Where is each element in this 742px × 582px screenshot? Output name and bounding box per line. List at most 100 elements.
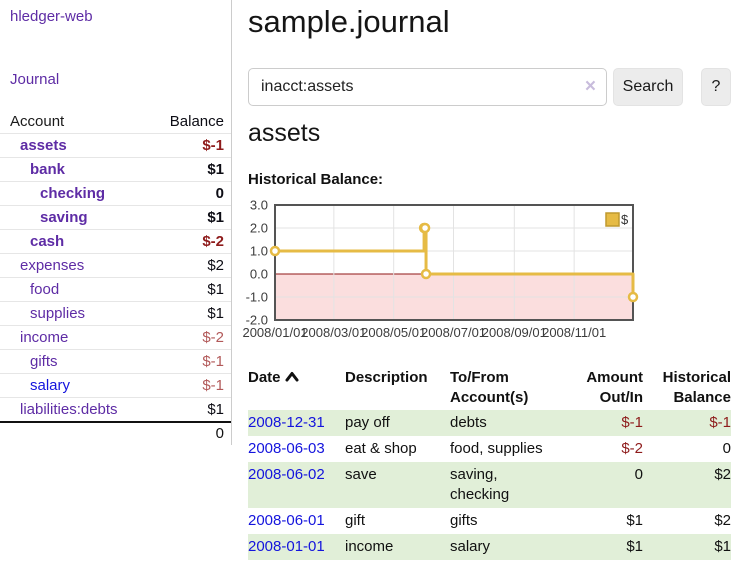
sidebar-item-journal[interactable]: Journal (10, 71, 60, 88)
transaction-description: pay off (345, 414, 390, 431)
account-link-cash[interactable]: cash (30, 233, 65, 250)
data-point-marker (419, 222, 431, 234)
historical-balance-chart: $3.0 2.0 1.0 0.0 -1.0 -2.0 2008/01/01 2008/03/0… (242, 198, 742, 349)
register-row: 2008-06-02 save saving, checking 0 $2 (248, 462, 731, 508)
y-tick-label: -2.0 (246, 313, 268, 328)
account-row: saving $1 (0, 205, 231, 230)
transaction-date-link[interactable]: 2008-06-02 (248, 466, 325, 483)
chart-heading: Historical Balance: (248, 171, 384, 188)
search-button[interactable]: Search (613, 68, 683, 106)
data-point-marker (420, 268, 432, 280)
transaction-description: gift (345, 512, 366, 529)
legend-label: $ (621, 212, 629, 227)
account-balance: $-2 (202, 233, 224, 250)
x-tick-label: 2008/03/01 (301, 325, 366, 340)
account-link-gifts[interactable]: gifts (30, 353, 58, 370)
account-row: liabilities:debts $1 (0, 397, 231, 423)
transaction-accounts: gifts (450, 512, 478, 529)
account-link-supplies[interactable]: supplies (30, 305, 86, 322)
balance-column-header: Historical Balance (662, 369, 731, 406)
register-row: 2008-06-01 gift gifts $1 $2 (248, 508, 731, 534)
account-balance: $1 (207, 401, 224, 418)
account-balance: $-1 (202, 377, 224, 394)
account-column-header: Account (10, 113, 65, 130)
account-title: assets (248, 119, 321, 147)
account-balance: $2 (207, 257, 224, 274)
account-row: gifts $-1 (0, 349, 231, 374)
register-row: 2008-01-01 income salary $1 $1 (248, 534, 731, 560)
clear-search-icon[interactable]: × (584, 76, 596, 97)
account-link-expenses[interactable]: expenses (20, 257, 85, 274)
account-balance: $1 (207, 281, 224, 298)
transaction-description: eat & shop (345, 440, 417, 457)
register-row: 2008-06-03 eat & shop food, supplies $-2 0 (248, 436, 731, 462)
account-link-income[interactable]: income (20, 329, 69, 346)
account-link-salary[interactable]: salary (30, 377, 71, 394)
y-tick-label: 0.0 (250, 267, 268, 282)
search-input[interactable] (248, 68, 607, 106)
account-balance: $-2 (202, 329, 224, 346)
sort-ascending-caret-icon (285, 372, 299, 382)
x-tick-label: 2008/11/01 (542, 325, 606, 340)
transaction-amount: $1 (626, 512, 643, 529)
register-table: Date Description To/From Account(s) Amou… (248, 366, 731, 560)
account-row: supplies $1 (0, 301, 231, 326)
transaction-accounts: debts (450, 414, 487, 431)
account-row: income $-2 (0, 325, 231, 350)
account-link-saving[interactable]: saving (40, 209, 88, 226)
balance-column-header: Balance (169, 113, 224, 130)
transaction-description: income (345, 538, 394, 555)
y-tick-label: 2.0 (250, 221, 268, 236)
account-link-liabilities-debts[interactable]: liabilities:debts (20, 401, 118, 418)
account-row: food $1 (0, 277, 231, 302)
transaction-balance: 0 (722, 440, 731, 457)
account-link-food[interactable]: food (30, 281, 60, 298)
y-tick-label: -1.0 (246, 290, 268, 305)
account-link-checking[interactable]: checking (40, 185, 106, 202)
transaction-date-link[interactable]: 2008-01-01 (248, 538, 325, 555)
account-row: expenses $2 (0, 253, 231, 278)
x-tick-label: 2008/07/01 (421, 325, 486, 340)
account-balance: $1 (207, 209, 224, 226)
account-balance: $1 (207, 161, 224, 178)
transaction-accounts: salary (450, 538, 491, 555)
data-point-marker (269, 245, 281, 257)
transaction-amount: $1 (626, 538, 643, 555)
accounts-table: Account Balance assets $-1 bank $1 checking 0… (0, 110, 231, 444)
transaction-date-link[interactable]: 2008-06-03 (248, 440, 325, 457)
amount-column-header: Amount Out/In (586, 369, 643, 406)
main-content: sample.journal × Search ? assets Histori… (242, 0, 742, 582)
transaction-balance: $2 (714, 466, 731, 483)
accounts-total-value: 0 (215, 425, 224, 442)
transaction-balance: $1 (714, 538, 731, 555)
account-balance: $-1 (202, 137, 224, 154)
account-row: salary $-1 (0, 373, 231, 398)
date-column-header[interactable]: Date (248, 366, 345, 410)
account-link-assets[interactable]: assets (20, 137, 67, 154)
account-link-bank[interactable]: bank (30, 161, 66, 178)
transaction-accounts: saving, checking (450, 466, 510, 503)
search-bar: × Search ? (248, 68, 731, 106)
transaction-accounts: food, supplies (450, 440, 543, 457)
accounts-column-header: To/From Account(s) (450, 369, 529, 406)
transaction-date-link[interactable]: 2008-06-01 (248, 512, 325, 529)
account-balance: $-1 (202, 353, 224, 370)
y-tick-label: 1.0 (250, 244, 268, 259)
transaction-balance: $-1 (709, 414, 731, 431)
chart-svg: $3.0 2.0 1.0 0.0 -1.0 -2.02008/01/012008/03/0… (242, 198, 639, 340)
transaction-balance: $2 (714, 512, 731, 529)
register-row: 2008-12-31 pay off debts $-1 $-1 (248, 410, 731, 436)
app-brand-link[interactable]: hledger-web (10, 8, 93, 25)
x-tick-label: 2008/09/01 (482, 325, 547, 340)
accounts-table-header: Account Balance (0, 110, 231, 134)
account-balance: $1 (207, 305, 224, 322)
transaction-description: save (345, 466, 377, 483)
data-point-marker (627, 291, 639, 303)
y-tick-label: 3.0 (250, 198, 268, 213)
accounts-total-row: 0 (0, 422, 231, 444)
help-button[interactable]: ? (701, 68, 731, 106)
register-header-row: Date Description To/From Account(s) Amou… (248, 366, 731, 410)
account-balance: 0 (215, 185, 224, 202)
x-tick-label: 2008/01/01 (242, 325, 307, 340)
transaction-date-link[interactable]: 2008-12-31 (248, 414, 325, 431)
